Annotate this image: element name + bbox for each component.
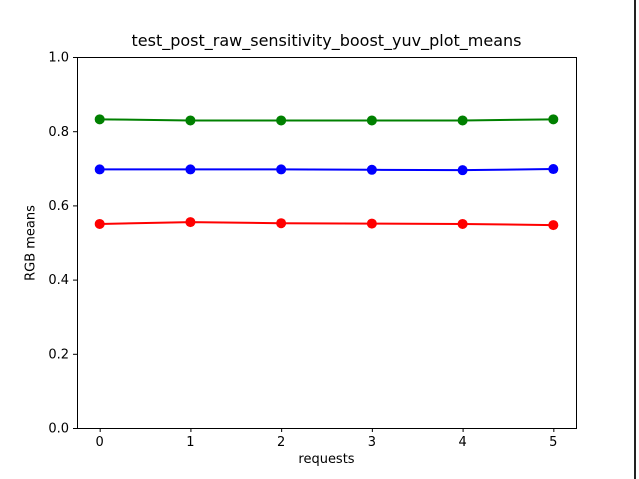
y-tick-label: 0.2 [48, 347, 69, 362]
red-series-marker [185, 217, 196, 228]
green-series-marker [185, 115, 196, 126]
x-tick-label: 1 [186, 435, 194, 450]
x-tick-label: 0 [96, 435, 104, 450]
green-series-marker [548, 114, 559, 125]
red-series-marker [366, 218, 377, 229]
green-series-marker [94, 114, 105, 125]
blue-series-marker [366, 164, 377, 175]
y-tick-label: 0.4 [48, 273, 69, 288]
red-series-marker [548, 220, 559, 231]
red-series-marker [94, 218, 105, 229]
green-series-marker [366, 115, 377, 126]
x-tick-label: 4 [458, 435, 466, 450]
blue-series-marker [276, 164, 287, 175]
axes-spines [77, 57, 577, 429]
x-tick-label: 3 [368, 435, 376, 450]
blue-series-line [98, 168, 555, 172]
screen-edge-artifact [634, 0, 636, 479]
blue-series-marker [185, 164, 196, 175]
x-tick-label: 2 [277, 435, 285, 450]
y-tick-label: 1.0 [48, 51, 69, 66]
y-tick-label: 0.0 [48, 422, 69, 437]
x-tick-label: 5 [549, 435, 557, 450]
green-series-line [98, 118, 555, 122]
red-series-marker [276, 218, 287, 229]
blue-series-marker [94, 164, 105, 175]
blue-series-marker [548, 164, 559, 175]
blue-series-marker [457, 165, 468, 176]
y-tick-label: 0.8 [48, 125, 69, 140]
y-tick-label: 0.6 [48, 199, 69, 214]
green-series-marker [276, 115, 287, 126]
red-series-line [98, 221, 555, 227]
chart-title: test_post_raw_sensitivity_boost_yuv_plot… [131, 31, 522, 50]
red-series-marker [457, 218, 468, 229]
x-axis-label: requests [298, 452, 355, 467]
green-series-marker [457, 115, 468, 126]
